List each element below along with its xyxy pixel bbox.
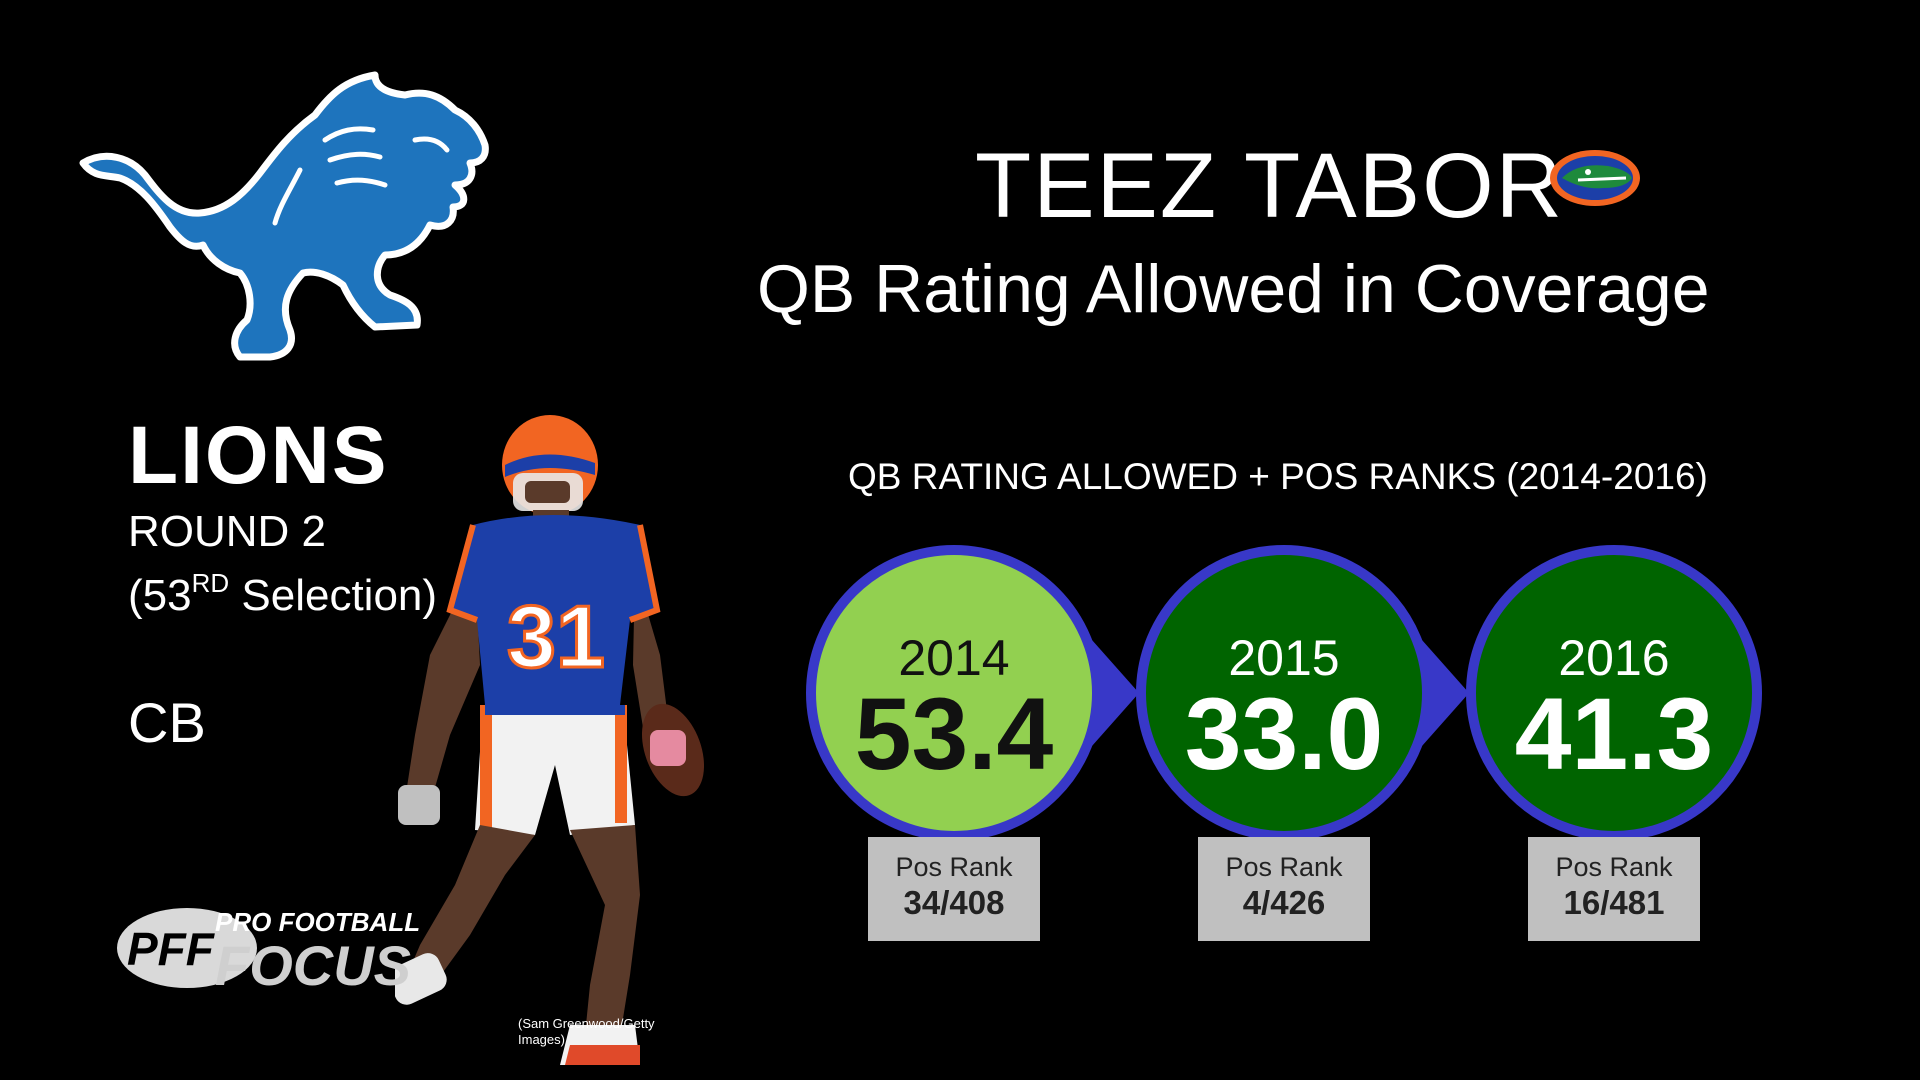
qb-rating-value: 33.0	[1184, 677, 1384, 791]
season-circle-2015: 2015 33.0	[1136, 545, 1432, 841]
draft-selection: (53RD Selection)	[128, 570, 437, 618]
pos-rank-label: Pos Rank	[1225, 852, 1343, 882]
qb-rating-value: 53.4	[854, 677, 1054, 791]
season-circle-2014: 2014 53.4	[806, 545, 1102, 841]
season-year: 2016	[1558, 630, 1670, 686]
season-year: 2014	[898, 630, 1010, 686]
lions-logo-icon	[79, 71, 489, 361]
pos-rank-value: 34/408	[903, 883, 1005, 921]
selection-suffix: Selection)	[229, 571, 438, 620]
season-circle-2016: 2016 41.3	[1466, 545, 1762, 841]
chart-subtitle: QB RATING ALLOWED + POS RANKS (2014-2016…	[848, 456, 1708, 497]
photo-credit: (Sam Greenwood/Getty Images)	[518, 1016, 655, 1047]
pos-rank-box-2016: Pos Rank 16/481	[1528, 837, 1700, 941]
season-year: 2015	[1228, 630, 1340, 686]
pff-line2: FOCUS	[215, 934, 411, 997]
chart-title: QB Rating Allowed in Coverage	[757, 251, 1710, 327]
selection-prefix: (53	[128, 571, 192, 620]
pff-logo-icon: PFF PRO FOOTBALL FOCUS	[117, 907, 420, 997]
gators-logo-icon	[1550, 150, 1640, 206]
pos-rank-box-2015: Pos Rank 4/426	[1198, 837, 1370, 941]
pff-mark: PFF	[127, 923, 216, 975]
pos-rank-value: 4/426	[1242, 883, 1326, 921]
draft-round: ROUND 2	[128, 507, 327, 556]
qb-rating-value: 41.3	[1514, 677, 1714, 791]
player-figure-icon: 31	[395, 415, 705, 1065]
pos-rank-label: Pos Rank	[1555, 852, 1673, 882]
pos-rank-label: Pos Rank	[895, 852, 1013, 882]
jersey-number: 31	[507, 587, 605, 686]
team-name: LIONS	[128, 410, 389, 501]
pff-line1: PRO FOOTBALL	[215, 907, 420, 937]
player-name: TEEZ TABOR	[975, 135, 1565, 237]
selection-suffix-ordinal: RD	[191, 568, 230, 598]
player-position: CB	[128, 691, 206, 754]
pos-rank-box-2014: Pos Rank 34/408	[868, 837, 1040, 941]
pos-rank-value: 16/481	[1563, 883, 1665, 921]
